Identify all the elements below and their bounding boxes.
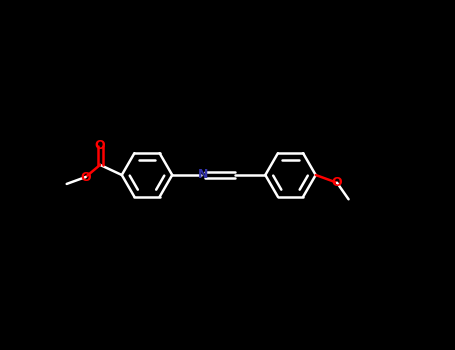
Text: N: N xyxy=(198,168,208,182)
Text: O: O xyxy=(95,140,106,153)
Text: O: O xyxy=(81,170,91,183)
Text: O: O xyxy=(332,176,342,189)
